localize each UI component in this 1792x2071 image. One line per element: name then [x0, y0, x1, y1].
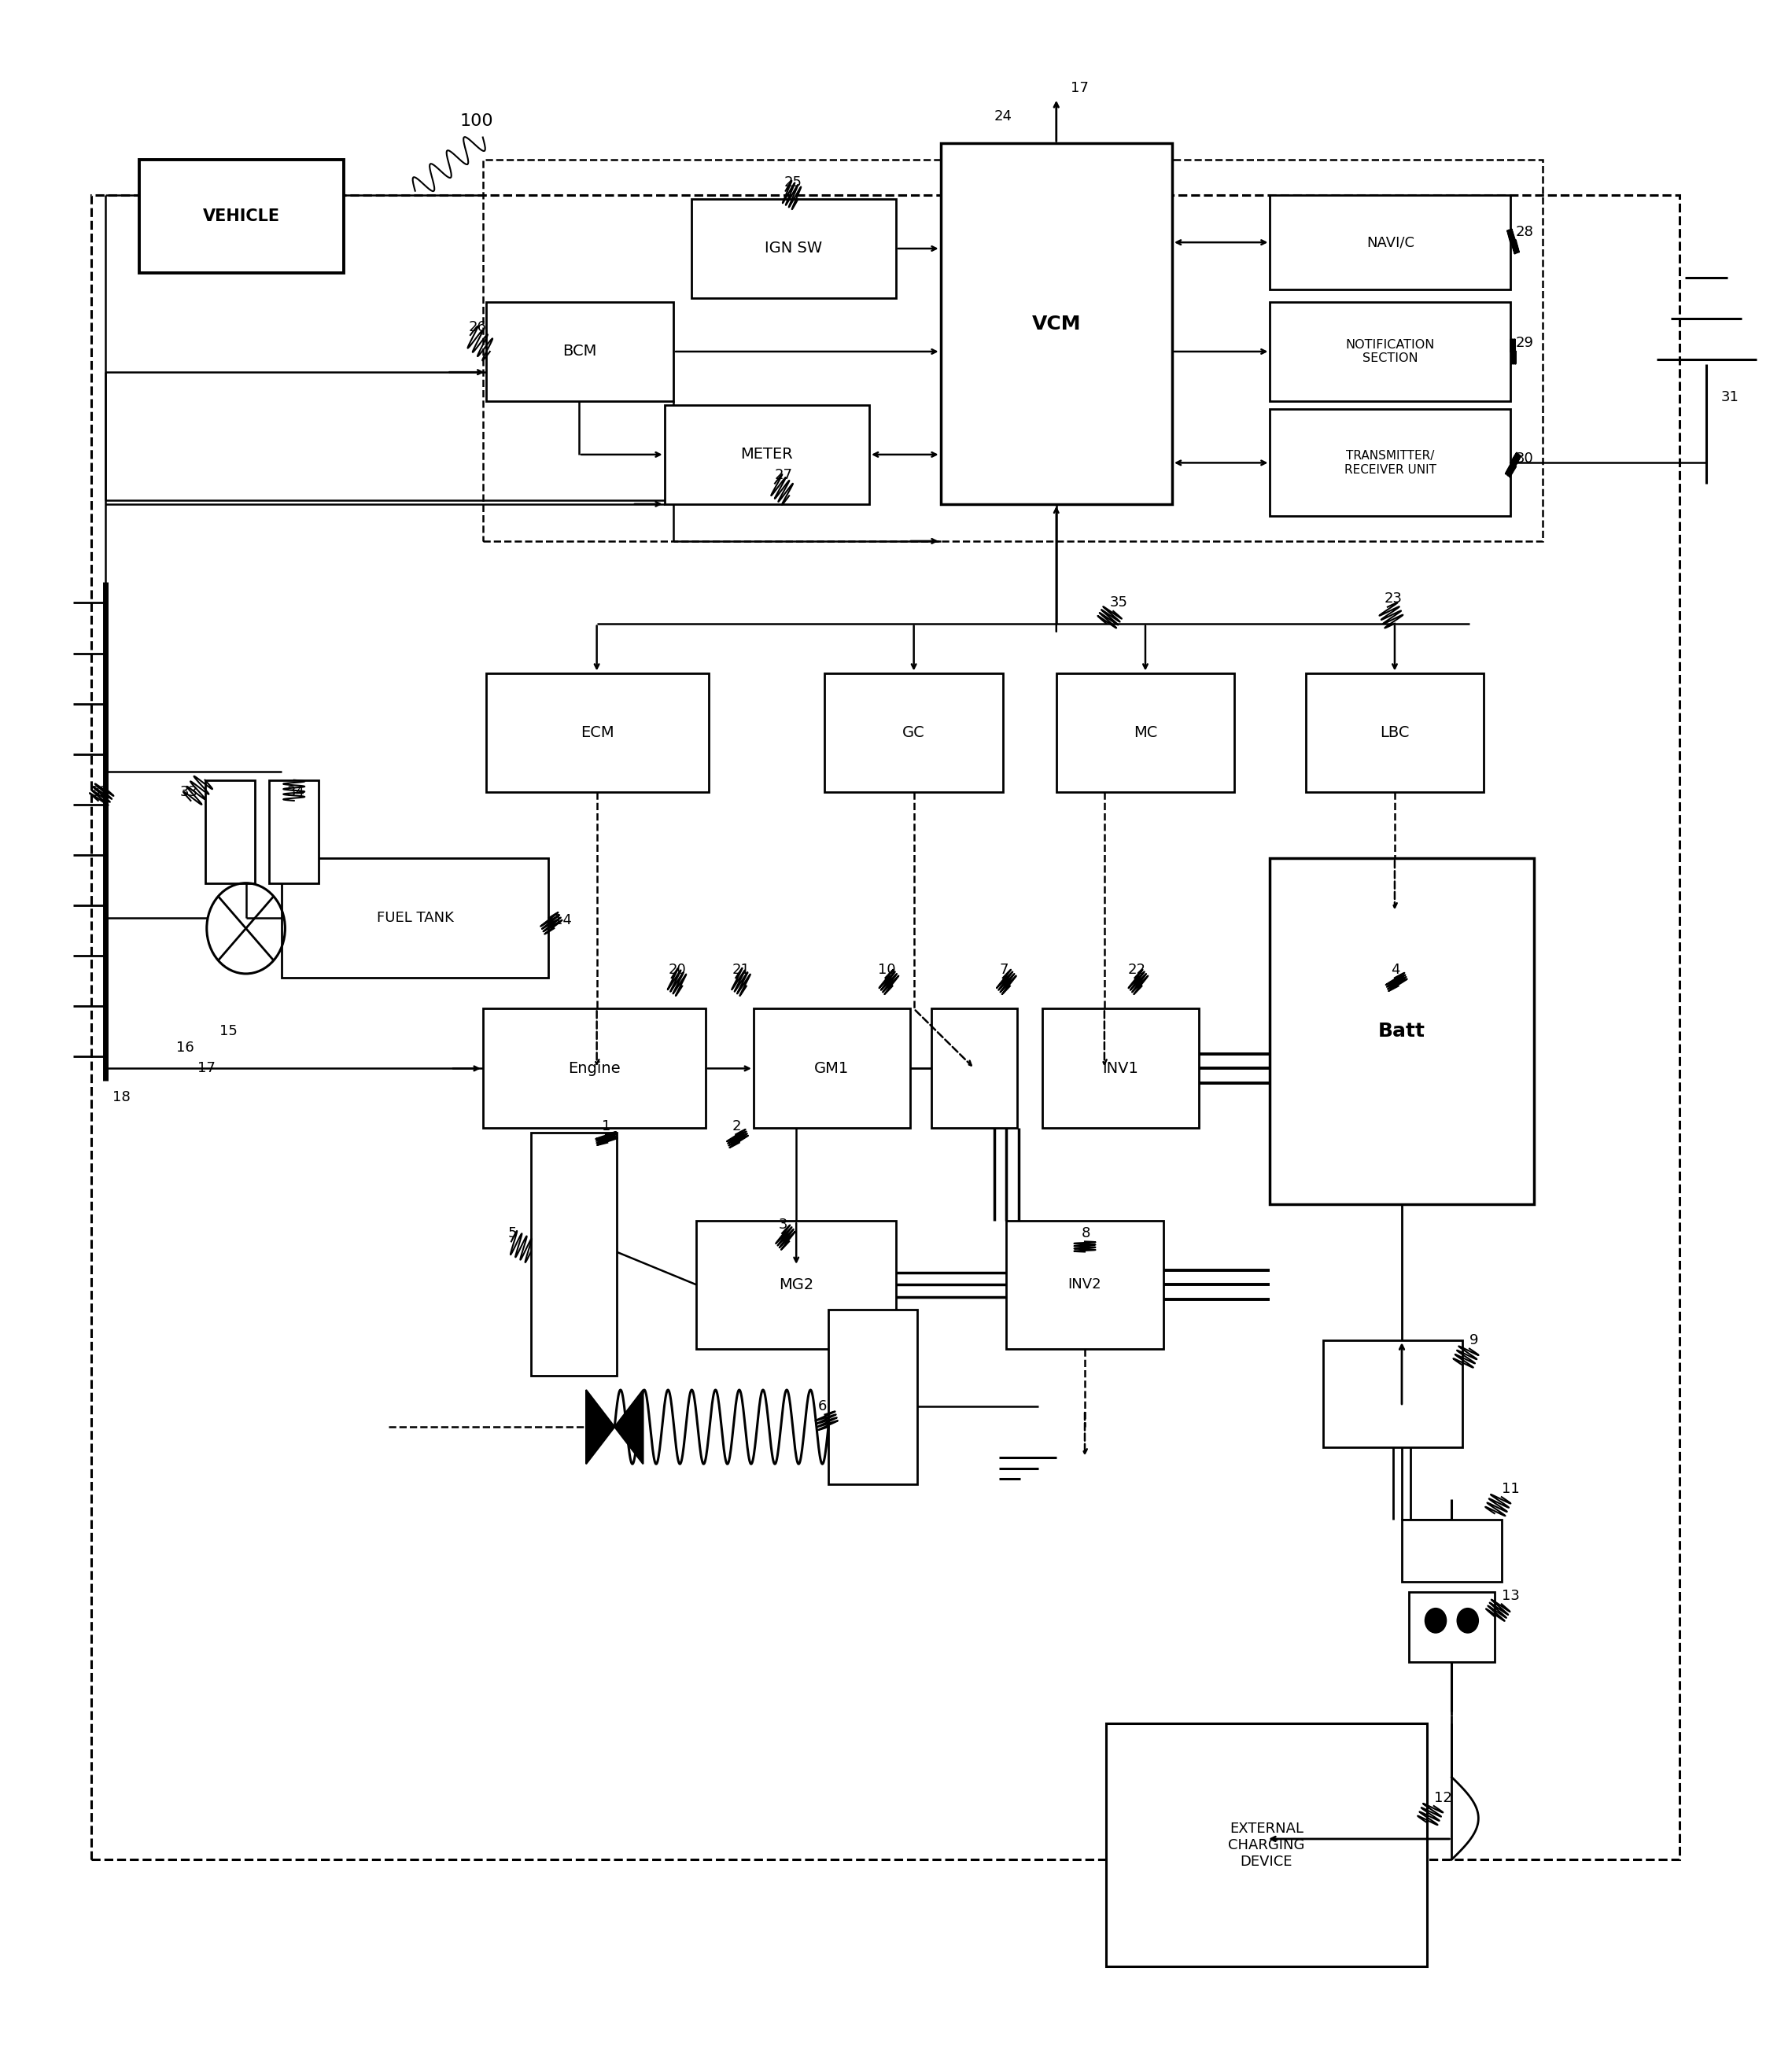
Text: 9: 9	[1469, 1334, 1478, 1348]
Text: 17: 17	[197, 1060, 215, 1075]
Text: MG2: MG2	[780, 1278, 814, 1292]
Text: 24: 24	[995, 110, 1012, 124]
Text: 8: 8	[1081, 1226, 1090, 1241]
Text: 20: 20	[668, 963, 686, 978]
Text: 35: 35	[1109, 596, 1127, 611]
Text: MC: MC	[1133, 725, 1158, 739]
FancyBboxPatch shape	[486, 302, 674, 402]
Text: 30: 30	[1516, 451, 1534, 466]
Text: IGN SW: IGN SW	[765, 240, 823, 257]
Text: 26: 26	[468, 319, 487, 333]
Text: VCM: VCM	[1032, 315, 1081, 333]
Text: 4: 4	[1391, 963, 1400, 978]
Text: 27: 27	[774, 468, 794, 483]
FancyBboxPatch shape	[486, 673, 710, 793]
FancyBboxPatch shape	[828, 1309, 918, 1485]
FancyBboxPatch shape	[665, 406, 869, 503]
Text: GC: GC	[903, 725, 925, 739]
Text: 31: 31	[1720, 389, 1738, 404]
FancyBboxPatch shape	[1271, 195, 1511, 290]
FancyBboxPatch shape	[204, 781, 254, 882]
FancyBboxPatch shape	[1007, 1222, 1163, 1348]
Text: VEHICLE: VEHICLE	[202, 209, 280, 224]
Text: 23: 23	[1383, 592, 1401, 607]
Text: 11: 11	[1502, 1481, 1520, 1495]
FancyBboxPatch shape	[697, 1222, 896, 1348]
FancyBboxPatch shape	[482, 1009, 706, 1129]
FancyBboxPatch shape	[1043, 1009, 1199, 1129]
Text: LBC: LBC	[1380, 725, 1410, 739]
Text: 12: 12	[1434, 1791, 1452, 1804]
Text: 34: 34	[287, 785, 305, 799]
FancyBboxPatch shape	[281, 857, 548, 978]
Polygon shape	[586, 1390, 643, 1464]
Text: ECM: ECM	[581, 725, 615, 739]
Text: 7: 7	[1000, 963, 1009, 978]
FancyBboxPatch shape	[1401, 1520, 1502, 1582]
Text: 25: 25	[783, 176, 801, 191]
Circle shape	[1457, 1609, 1478, 1632]
FancyBboxPatch shape	[1271, 857, 1534, 1205]
FancyBboxPatch shape	[1106, 1723, 1426, 1967]
Text: NAVI/C: NAVI/C	[1366, 236, 1414, 249]
FancyBboxPatch shape	[1271, 302, 1511, 402]
Text: 21: 21	[733, 963, 751, 978]
Text: 22: 22	[1127, 963, 1145, 978]
FancyBboxPatch shape	[140, 159, 344, 273]
FancyBboxPatch shape	[1409, 1593, 1495, 1661]
Text: 33: 33	[179, 785, 199, 799]
Text: 15: 15	[219, 1025, 237, 1038]
Text: 17: 17	[1070, 81, 1088, 95]
Text: INV1: INV1	[1102, 1060, 1138, 1077]
Text: INV2: INV2	[1068, 1278, 1102, 1292]
FancyBboxPatch shape	[932, 1009, 1018, 1129]
Text: TRANSMITTER/
RECEIVER UNIT: TRANSMITTER/ RECEIVER UNIT	[1344, 449, 1435, 476]
Text: 6: 6	[817, 1400, 826, 1412]
Text: 100: 100	[459, 114, 493, 128]
FancyBboxPatch shape	[941, 143, 1172, 503]
Text: 32: 32	[91, 785, 109, 799]
Text: 10: 10	[878, 963, 896, 978]
Text: 13: 13	[1502, 1588, 1520, 1603]
Text: 16: 16	[176, 1042, 194, 1054]
Text: 3: 3	[778, 1218, 787, 1232]
Circle shape	[1425, 1609, 1446, 1632]
FancyBboxPatch shape	[1306, 673, 1484, 793]
Text: EXTERNAL
CHARGING
DEVICE: EXTERNAL CHARGING DEVICE	[1228, 1822, 1305, 1868]
FancyBboxPatch shape	[692, 199, 896, 298]
Text: 29: 29	[1516, 336, 1534, 350]
Text: NOTIFICATION
SECTION: NOTIFICATION SECTION	[1346, 340, 1435, 364]
Text: Batt: Batt	[1378, 1021, 1425, 1042]
Text: BCM: BCM	[563, 344, 597, 358]
Text: GM1: GM1	[815, 1060, 849, 1077]
FancyBboxPatch shape	[824, 673, 1004, 793]
Text: 1: 1	[602, 1118, 611, 1133]
FancyBboxPatch shape	[1324, 1340, 1462, 1448]
Text: 18: 18	[113, 1089, 131, 1104]
Text: 28: 28	[1516, 226, 1534, 238]
Text: METER: METER	[740, 447, 794, 462]
Text: 2: 2	[733, 1118, 742, 1133]
FancyBboxPatch shape	[753, 1009, 910, 1129]
FancyBboxPatch shape	[1271, 410, 1511, 516]
Text: Engine: Engine	[568, 1060, 620, 1077]
Text: 5: 5	[507, 1226, 516, 1241]
Text: 14: 14	[554, 913, 572, 928]
FancyBboxPatch shape	[530, 1133, 616, 1375]
Text: FUEL TANK: FUEL TANK	[376, 911, 453, 926]
FancyBboxPatch shape	[1055, 673, 1235, 793]
FancyBboxPatch shape	[269, 781, 319, 882]
